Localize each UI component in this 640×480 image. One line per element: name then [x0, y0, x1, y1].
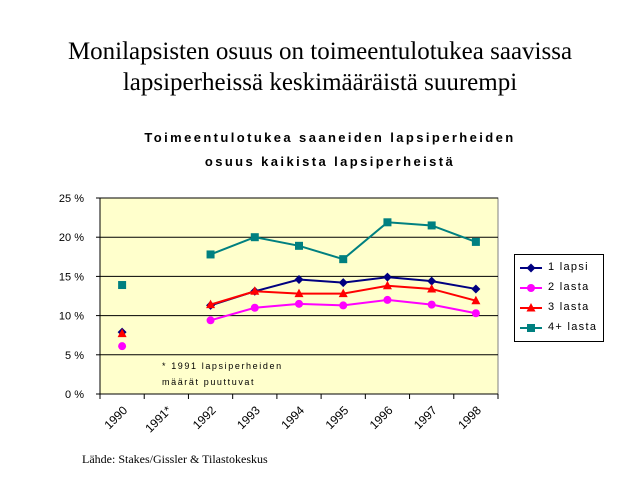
y-tick-label: 10 % — [59, 311, 84, 323]
data-point-1-lapsi — [471, 284, 481, 294]
data-point-2-lasta — [339, 301, 348, 310]
x-tick-label: 1995 — [323, 403, 352, 432]
x-tick-label: 1993 — [234, 403, 263, 432]
slide-title-line-2: lapsiperheissä keskimääräistä suurempi — [122, 69, 518, 96]
data-point-2-lasta — [427, 300, 436, 309]
data-point-2-lasta — [118, 342, 127, 351]
x-tick-label: 1998 — [455, 403, 484, 432]
chart-title: Toimeentulotukea saaneiden lapsiperheide… — [0, 126, 640, 174]
y-tick-label: 0 % — [65, 389, 84, 401]
y-tick-label: 25 % — [59, 193, 84, 205]
legend-marker — [527, 284, 535, 292]
legend-label-3-lasta: 3 lasta — [548, 301, 590, 313]
data-point-2-lasta — [250, 303, 259, 312]
chart-title-line-1: Toimeentulotukea saaneiden lapsiperheide… — [144, 130, 516, 145]
y-tick-label: 20 % — [59, 232, 84, 244]
series-4plus-lasta — [118, 218, 480, 290]
series-3-lasta — [117, 280, 481, 338]
legend-item-1-lapsi: 1 lapsi — [519, 259, 603, 277]
chart-annotation-line: * 1991 lapsiperheiden — [162, 361, 283, 371]
legend-swatch-1-lapsi — [520, 263, 542, 273]
data-point-1-lapsi — [382, 272, 392, 282]
legend-marker — [526, 263, 536, 273]
x-tick-label: 1991* — [142, 403, 174, 435]
data-point-3-lasta — [338, 288, 348, 298]
data-point-1-lapsi — [338, 278, 348, 288]
chart-legend: 1 lapsi 2 lasta 3 lasta 4+ lasta — [514, 254, 604, 342]
y-tick-label: 5 % — [65, 350, 84, 362]
data-point-1-lapsi — [294, 275, 304, 285]
x-tick-label: 1996 — [367, 403, 396, 432]
data-point-4plus-lasta — [118, 281, 127, 290]
x-tick-label: 1994 — [278, 403, 307, 432]
data-point-3-lasta — [471, 295, 481, 305]
legend-label-2-lasta: 2 lasta — [548, 281, 590, 293]
data-point-2-lasta — [295, 299, 303, 308]
y-tick-label: 15 % — [59, 271, 84, 283]
data-point-4plus-lasta — [339, 255, 348, 264]
data-point-4plus-lasta — [471, 237, 480, 246]
data-point-4plus-lasta — [250, 233, 259, 242]
legend-label-1-lapsi: 1 lapsi — [548, 261, 589, 273]
x-tick-label: 1992 — [190, 403, 219, 432]
data-point-3-lasta — [294, 288, 304, 298]
data-point-4plus-lasta — [295, 241, 303, 250]
data-point-3-lasta — [250, 286, 260, 295]
legend-marker — [527, 324, 535, 332]
data-point-1-lapsi — [427, 276, 437, 286]
x-tick-label: 1997 — [411, 403, 440, 432]
legend-swatch-3-lasta — [520, 303, 542, 312]
data-point-3-lasta — [117, 328, 127, 338]
data-point-4plus-lasta — [383, 218, 392, 227]
data-point-3-lasta — [382, 280, 392, 290]
legend-label-4plus-lasta: 4+ lasta — [548, 321, 598, 333]
legend-item-3-lasta: 3 lasta — [519, 299, 603, 317]
series-2-lasta — [118, 295, 480, 351]
slide-title: Monilapsisten osuus on toimeentulotukea … — [0, 36, 640, 98]
data-point-2-lasta — [471, 309, 480, 318]
chart-title-line-2: osuus kaikista lapsiperheistä — [204, 154, 456, 169]
source-note: Lähde: Stakes/Gissler & Tilastokeskus — [82, 452, 268, 466]
data-point-4plus-lasta — [427, 221, 436, 230]
legend-item-2-lasta: 2 lasta — [519, 279, 603, 297]
data-point-2-lasta — [383, 295, 392, 304]
data-point-4plus-lasta — [206, 250, 215, 259]
slide-title-line-1: Monilapsisten osuus on toimeentulotukea … — [67, 38, 573, 65]
legend-swatch-2-lasta — [520, 284, 542, 292]
data-point-2-lasta — [206, 316, 215, 325]
legend-item-4plus-lasta: 4+ lasta — [519, 319, 603, 337]
data-point-3-lasta — [206, 299, 216, 309]
legend-marker — [526, 303, 536, 312]
data-point-3-lasta — [427, 283, 437, 293]
x-tick-label: 1990 — [101, 403, 130, 432]
legend-swatch-4plus-lasta — [520, 324, 542, 332]
chart-annotation-line: määrät puuttuvat — [162, 377, 255, 387]
